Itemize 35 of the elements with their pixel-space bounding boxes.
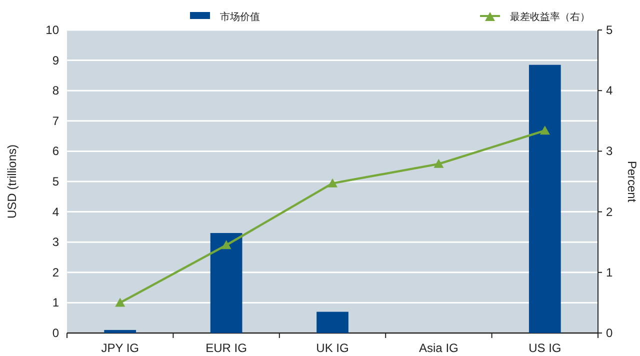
y-tick-label: 10	[46, 23, 60, 37]
y-tick-label: 2	[52, 265, 60, 280]
bar	[104, 330, 136, 333]
x-tick-label: EUR IG	[206, 341, 247, 355]
y2-tick-label: 4	[606, 84, 613, 98]
y2-tick-label: 5	[606, 23, 613, 37]
y-tick-label: 9	[52, 53, 60, 68]
y-tick-label: 8	[52, 84, 60, 98]
bar	[316, 312, 348, 333]
y2-axis-title: Percent	[625, 160, 639, 203]
y-tick-label: 6	[52, 144, 60, 158]
y-tick-label: 3	[52, 235, 60, 250]
point	[434, 158, 444, 168]
y2-tick-label: 3	[606, 144, 613, 158]
legend-label: 市场价值	[220, 11, 260, 23]
y-tick-label: 1	[52, 296, 60, 310]
y-tick-label: 4	[52, 204, 60, 219]
point	[540, 126, 550, 135]
point	[328, 178, 338, 188]
legend-label: 最差收益率（右）	[510, 11, 590, 23]
y-tick-label: 7	[52, 114, 60, 128]
point	[115, 298, 126, 307]
bar	[210, 233, 242, 333]
x-tick-label: UK IG	[316, 341, 349, 355]
y2-tick-label: 2	[606, 204, 613, 219]
y-axis-title: USD (trillions)	[5, 144, 19, 219]
bar	[528, 64, 561, 333]
x-tick-label: US IG	[528, 341, 562, 355]
x-tick-label: JPY IG	[101, 341, 139, 355]
y-tick-label: 0	[52, 326, 60, 340]
y2-tick-label: 1	[606, 265, 613, 280]
y-tick-label: 5	[52, 174, 60, 188]
x-tick-label: Asia IG	[419, 341, 458, 355]
point	[221, 240, 232, 250]
y2-tick-label: 0	[606, 326, 613, 340]
